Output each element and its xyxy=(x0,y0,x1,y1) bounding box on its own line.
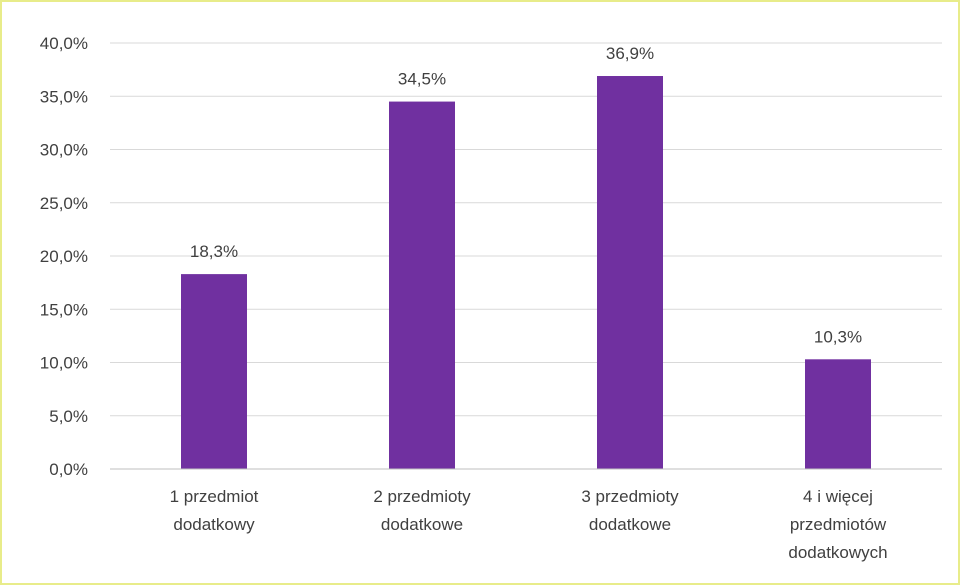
category-label-line: przedmiotów xyxy=(790,515,887,534)
bar xyxy=(805,359,871,469)
y-tick-label: 15,0% xyxy=(40,300,88,319)
category-label-line: dodatkowe xyxy=(589,515,671,534)
category-label: 1 przedmiot dodatkowy xyxy=(170,487,259,534)
category-label: 3 przedmioty dodatkowe xyxy=(581,487,679,534)
category-label: 2 przedmioty dodatkowe xyxy=(373,487,471,534)
y-tick-label: 0,0% xyxy=(49,460,88,479)
category-labels: 1 przedmiot dodatkowy 2 przedmioty dodatkow… xyxy=(170,487,888,562)
gridlines xyxy=(110,42,942,417)
data-label: 36,9% xyxy=(606,44,654,63)
bar xyxy=(181,274,247,469)
category-label: 4 i więcej przedmiotów dodatkowych xyxy=(788,487,887,562)
y-axis-tick-labels: 0,0% 5,0% 10,0% 15,0% 20,0% 25,0% 30,0% 35,0% 40… xyxy=(40,34,88,479)
data-label: 34,5% xyxy=(398,70,446,89)
y-tick-label: 40,0% xyxy=(40,34,88,53)
y-tick-label: 30,0% xyxy=(40,141,88,160)
bars xyxy=(181,76,871,469)
category-label-line: 3 przedmioty xyxy=(581,487,679,506)
y-tick-label: 10,0% xyxy=(40,354,88,373)
bar xyxy=(389,101,455,469)
y-tick-label: 35,0% xyxy=(40,87,88,106)
data-labels: 18,3% 34,5% 36,9% 10,3% xyxy=(190,44,862,346)
y-tick-label: 5,0% xyxy=(49,407,88,426)
category-label-line: 1 przedmiot xyxy=(170,487,259,506)
data-label: 18,3% xyxy=(190,242,238,261)
y-tick-label: 25,0% xyxy=(40,194,88,213)
bar xyxy=(597,76,663,469)
data-label: 10,3% xyxy=(814,327,862,346)
category-label-line: dodatkowy xyxy=(173,515,255,534)
category-label-line: dodatkowe xyxy=(381,515,463,534)
y-tick-label: 20,0% xyxy=(40,247,88,266)
category-label-line: dodatkowych xyxy=(788,543,887,562)
category-label-line: 4 i więcej xyxy=(803,487,873,506)
category-label-line: 2 przedmioty xyxy=(373,487,471,506)
